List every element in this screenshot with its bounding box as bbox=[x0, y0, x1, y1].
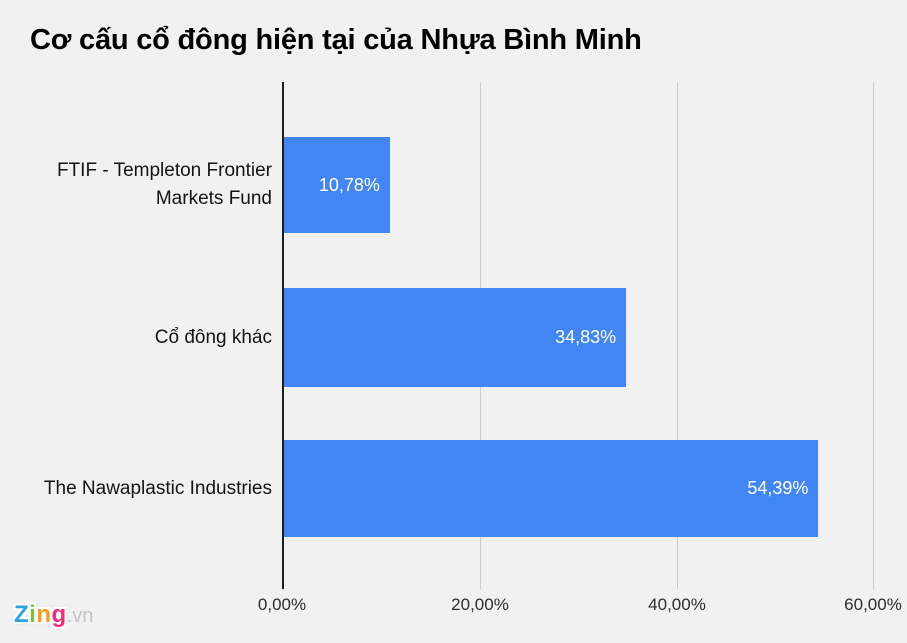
value-label-co-dong-khac: 34,83% bbox=[555, 327, 617, 347]
x-tick-label-40: 40,00% bbox=[648, 595, 706, 614]
bar-nawaplastic: 54,39% bbox=[284, 440, 819, 537]
zing-logo-word: Zing bbox=[14, 601, 67, 628]
category-label-ftif-templeton: FTIF - Templeton Frontier Markets Fund bbox=[56, 160, 272, 209]
value-label-nawaplastic: 54,39% bbox=[747, 478, 809, 498]
gridline-40-percent bbox=[677, 82, 678, 589]
x-tick-label-0: 0,00% bbox=[257, 595, 307, 614]
zing-logo: Zing.vn bbox=[14, 601, 93, 629]
category-label-nawaplastic: The Nawaplastic Industries bbox=[43, 477, 272, 499]
gridline-60-percent bbox=[873, 82, 874, 589]
category-label-co-dong-khac: Cổ đông khác bbox=[154, 326, 272, 348]
bar-co-dong-khac: 34,83% bbox=[284, 288, 627, 387]
x-tick-label-20: 20,00% bbox=[451, 595, 509, 614]
x-tick-label-60: 60,00% bbox=[844, 595, 902, 614]
axis-line-0-percent bbox=[282, 82, 284, 589]
value-label-ftif-templeton: 10,78% bbox=[318, 174, 380, 195]
chart-title: Cơ cấu cổ đông hiện tại của Nhựa Bình Mi… bbox=[30, 24, 642, 56]
bar-ftif-templeton: 10,78% bbox=[284, 137, 390, 233]
zing-logo-suffix: .vn bbox=[66, 605, 94, 627]
